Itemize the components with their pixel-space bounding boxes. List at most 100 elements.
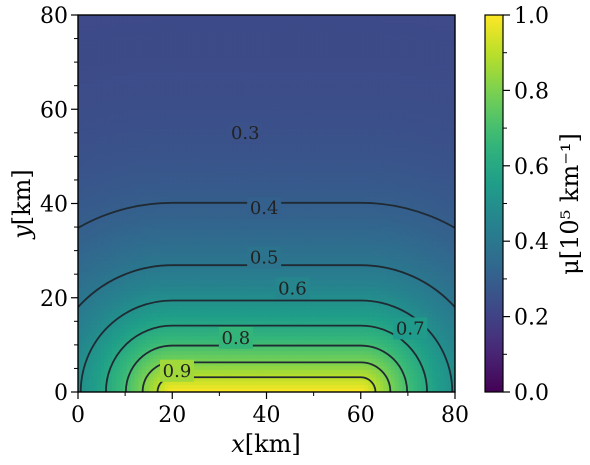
heatmap-cell	[443, 380, 449, 386]
heatmap-cell	[168, 290, 173, 295]
heatmap-cell	[405, 373, 411, 378]
heatmap-cell	[402, 218, 407, 223]
heatmap-cell	[176, 309, 181, 314]
heatmap-cell	[394, 244, 400, 250]
heatmap-cell	[262, 373, 268, 378]
heatmap-cell	[96, 312, 102, 318]
heatmap-cell	[138, 297, 143, 303]
heatmap-cell	[123, 305, 128, 310]
heatmap-cell	[93, 267, 98, 272]
heatmap-cell	[405, 214, 411, 220]
heatmap-cell	[394, 365, 400, 370]
heatmap-cell	[108, 248, 113, 254]
heatmap-cell	[217, 211, 222, 216]
heatmap-cell	[179, 248, 185, 254]
heatmap-cell	[289, 320, 294, 325]
heatmap-cell	[307, 278, 313, 284]
heatmap-cell	[334, 312, 339, 318]
heatmap-cell	[232, 384, 237, 389]
heatmap-cell	[179, 275, 185, 280]
heatmap-cell	[451, 380, 455, 386]
heatmap-cell	[119, 248, 124, 254]
heatmap-cell	[243, 320, 249, 325]
heatmap-cell	[451, 361, 455, 367]
heatmap-cell	[81, 354, 87, 359]
heatmap-cell	[202, 278, 207, 284]
heatmap-cell	[240, 350, 245, 355]
heatmap-cell	[134, 309, 139, 314]
heatmap-cell	[225, 380, 230, 386]
heatmap-cell	[209, 380, 215, 386]
heatmap-cell	[172, 211, 177, 216]
heatmap-cell	[123, 312, 128, 318]
heatmap-cell	[221, 301, 226, 306]
heatmap-cell	[360, 369, 366, 374]
heatmap-cell	[134, 297, 139, 303]
heatmap-cell	[142, 293, 147, 299]
heatmap-cell	[409, 342, 415, 348]
heatmap-cell	[183, 388, 188, 392]
heatmap-cell	[296, 260, 302, 265]
heatmap-cell	[157, 361, 162, 367]
heatmap-cell	[417, 263, 422, 269]
heatmap-cell	[160, 271, 166, 276]
heatmap-cell	[368, 233, 373, 239]
heatmap-cell	[93, 275, 98, 280]
heatmap-cell	[157, 346, 162, 352]
heatmap-cell	[251, 241, 256, 246]
heatmap-cell	[375, 335, 381, 340]
heatmap-cell	[168, 335, 173, 340]
heatmap-cell	[304, 346, 309, 352]
heatmap-cell	[447, 252, 452, 257]
heatmap-cell	[292, 248, 298, 254]
heatmap-cell	[153, 312, 158, 318]
heatmap-cell	[202, 203, 207, 208]
heatmap-cell	[405, 244, 411, 250]
heatmap-cell	[304, 301, 309, 306]
heatmap-cell	[236, 267, 241, 272]
heatmap-cell	[142, 226, 147, 231]
heatmap-cell	[104, 335, 109, 340]
heatmap-cell	[439, 248, 445, 254]
heatmap-cell	[353, 301, 358, 306]
heatmap-cell	[447, 207, 452, 212]
heatmap-cell	[85, 275, 90, 280]
heatmap-cell	[247, 222, 253, 227]
heatmap-cell	[142, 211, 147, 216]
heatmap-cell	[364, 211, 369, 216]
heatmap-cell	[115, 263, 121, 269]
heatmap-cell	[432, 263, 437, 269]
heatmap-cell	[138, 290, 143, 295]
heatmap-cell	[194, 203, 200, 208]
heatmap-cell	[443, 346, 449, 352]
heatmap-cell	[330, 380, 335, 386]
heatmap-cell	[138, 384, 143, 389]
heatmap-cell	[413, 244, 418, 250]
heatmap-cell	[108, 376, 113, 382]
heatmap-cell	[360, 320, 366, 325]
heatmap-cell	[338, 237, 343, 242]
heatmap-cell	[153, 376, 158, 382]
heatmap-cell	[108, 233, 113, 239]
heatmap-cell	[307, 316, 313, 321]
heatmap-cell	[228, 211, 234, 216]
heatmap-cell	[413, 237, 418, 242]
heatmap-cell	[123, 380, 128, 386]
heatmap-cell	[160, 354, 166, 359]
heatmap-cell	[81, 361, 87, 367]
heatmap-cell	[270, 339, 275, 344]
heatmap-cell	[217, 286, 222, 291]
heatmap-cell	[368, 384, 373, 389]
heatmap-cell	[398, 256, 403, 261]
heatmap-cell	[198, 244, 204, 250]
heatmap-cell	[292, 380, 298, 386]
heatmap-cell	[356, 376, 362, 382]
heatmap-cell	[345, 331, 351, 337]
heatmap-cell	[424, 358, 430, 363]
heatmap-cell	[387, 222, 392, 227]
heatmap-cell	[311, 369, 317, 374]
heatmap-cell	[402, 237, 407, 242]
heatmap-cell	[198, 312, 204, 318]
heatmap-cell	[289, 331, 294, 337]
heatmap-cell	[225, 244, 230, 250]
